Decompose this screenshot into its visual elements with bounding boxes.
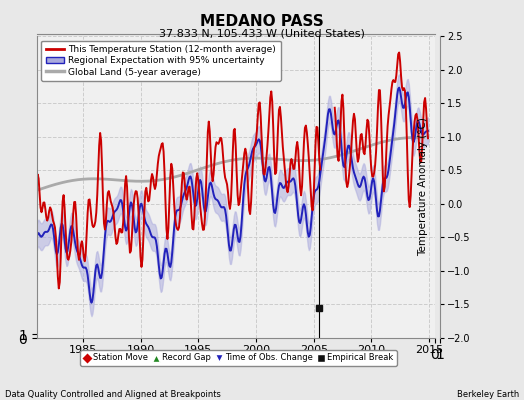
Legend: This Temperature Station (12-month average), Regional Expectation with 95% uncer: This Temperature Station (12-month avera… bbox=[41, 40, 280, 81]
Legend: Station Move, Record Gap, Time of Obs. Change, Empirical Break: Station Move, Record Gap, Time of Obs. C… bbox=[80, 350, 397, 366]
Text: Berkeley Earth: Berkeley Earth bbox=[456, 390, 519, 399]
Text: Data Quality Controlled and Aligned at Breakpoints: Data Quality Controlled and Aligned at B… bbox=[5, 390, 221, 399]
Text: MEDANO PASS: MEDANO PASS bbox=[200, 14, 324, 29]
Text: 37.833 N, 105.433 W (United States): 37.833 N, 105.433 W (United States) bbox=[159, 28, 365, 38]
Y-axis label: Temperature Anomaly (°C): Temperature Anomaly (°C) bbox=[418, 118, 428, 256]
